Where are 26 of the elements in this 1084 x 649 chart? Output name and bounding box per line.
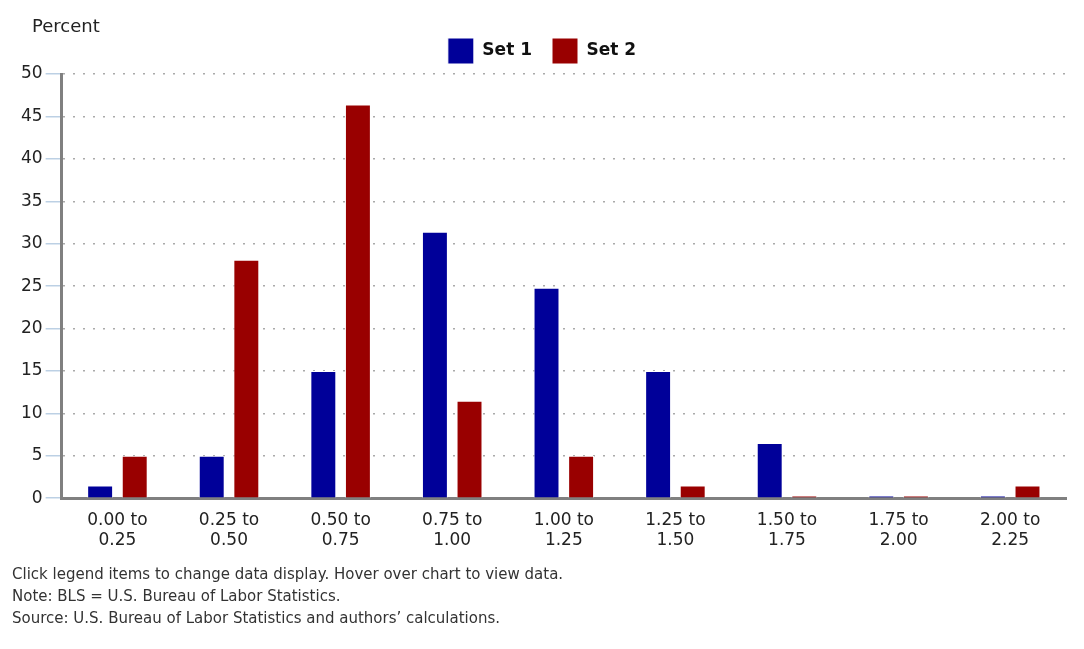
y-tick-label: 30 [20, 232, 43, 253]
y-axis-title: Percent [32, 14, 100, 36]
x-tick-label: 1.50 to 1.75 [756, 508, 818, 550]
y-tick-label: 40 [20, 147, 43, 168]
y-tick-label: 50 [20, 62, 43, 83]
y-tick-label: 35 [20, 189, 43, 210]
x-tick-label: 0.00 to 0.25 [87, 508, 148, 550]
x-tick-label: 2.00 to 2.25 [980, 508, 1041, 550]
y-tick-label: 45 [20, 104, 43, 125]
y-tick-label: 5 [31, 444, 43, 465]
x-tick-label: 1.00 to 1.25 [533, 508, 594, 550]
y-tick-label: 10 [20, 401, 43, 422]
x-tick-label: 1.75 to 2.00 [868, 508, 929, 550]
y-tick-label: 20 [20, 316, 43, 337]
text: Click legend items to change data display. Hover over chart to view data. [12, 564, 565, 585]
source-note: Source: U.S. Bureau of Labor Statistics and authors’ calculations. [12, 608, 502, 629]
y-tick-label: 0 [31, 486, 43, 507]
x-tick-label: 0.75 to 1.00 [422, 508, 483, 550]
x-tick-label: 1.25 to 1.50 [645, 508, 706, 550]
x-tick-label: 0.25 to 0.50 [198, 508, 260, 550]
x-tick-label: 0.50 to 0.75 [310, 508, 371, 550]
y-tick-label: 25 [20, 274, 43, 295]
legend-label: Set 1 [482, 39, 533, 60]
legend-label: Set 2 [586, 39, 637, 60]
text: Note: BLS = U.S. Bureau of Labor Statistics. [12, 586, 342, 607]
y-tick-label: 15 [20, 359, 43, 380]
